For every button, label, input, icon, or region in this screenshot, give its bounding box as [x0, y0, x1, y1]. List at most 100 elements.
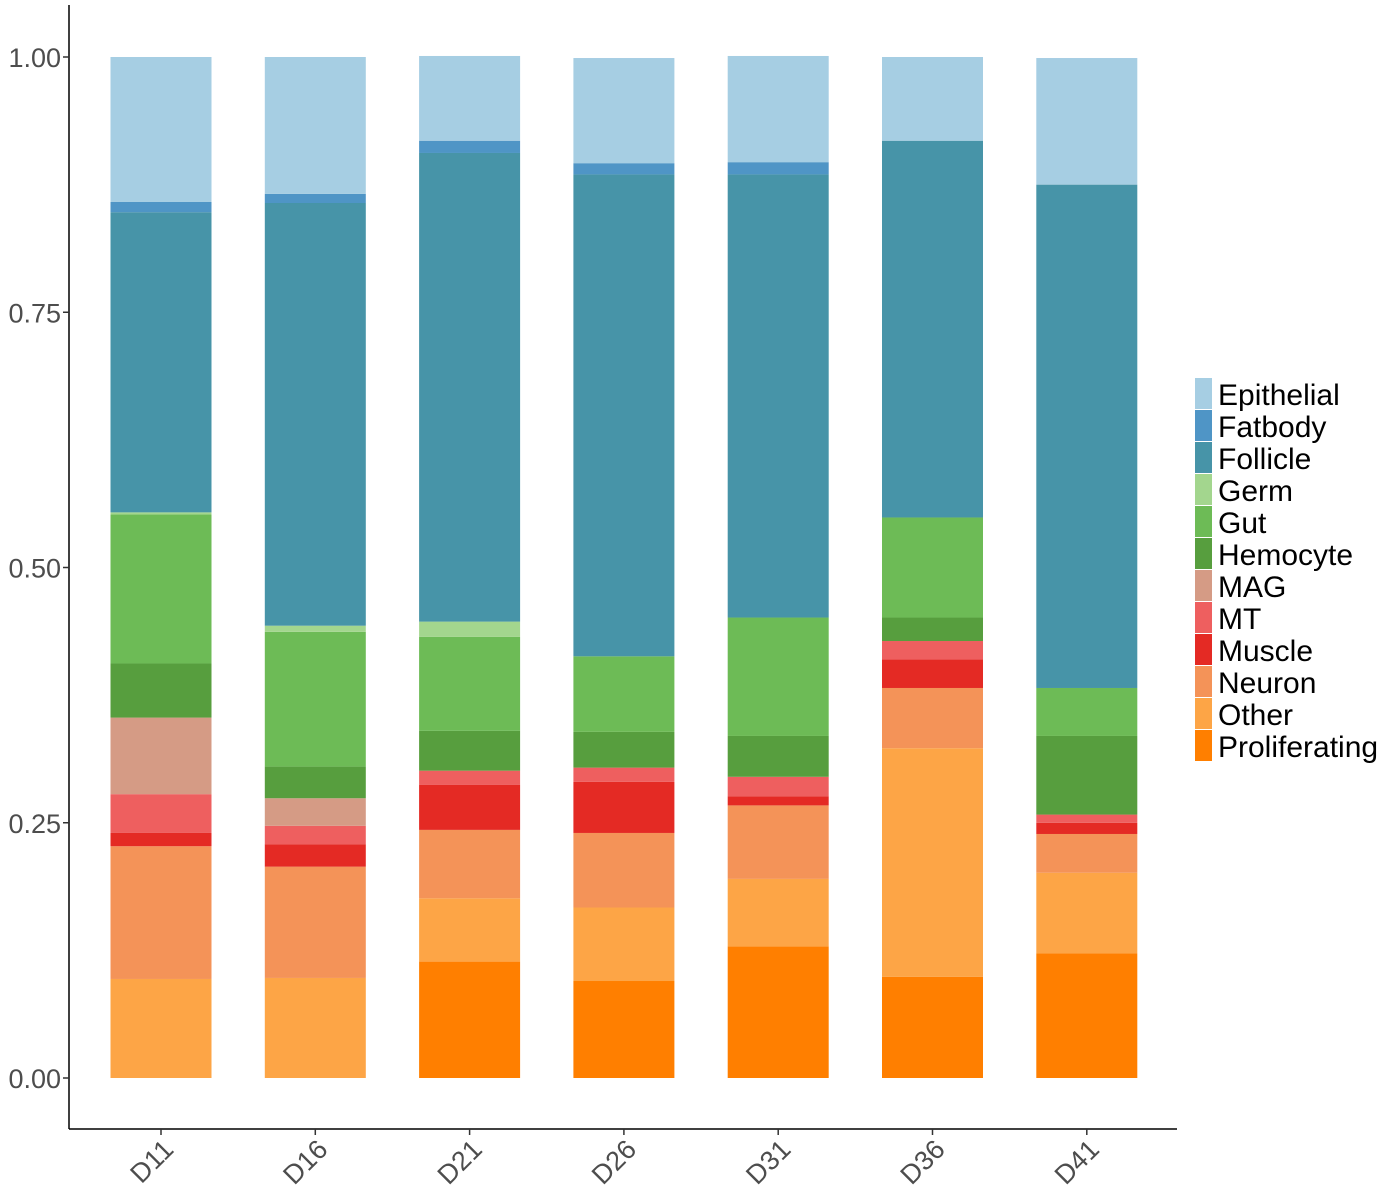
bar-group-d21	[419, 55, 521, 1078]
legend-label: MAG	[1218, 571, 1286, 604]
bar-segment-d36-neuron	[882, 687, 983, 749]
bar-segment-d36-muscle	[882, 659, 983, 688]
bar-group-d31	[727, 55, 829, 1078]
legend-item-follicle: Follicle	[1195, 442, 1311, 476]
legend-swatch	[1195, 634, 1212, 665]
bar-segment-d21-neuron	[419, 829, 521, 899]
legend-label: Fatbody	[1218, 411, 1326, 444]
bar-segment-d41-proliferating	[1036, 953, 1138, 1078]
bar-segment-d16-hemocyte	[264, 766, 366, 799]
bar-segment-d16-other	[264, 977, 366, 1078]
y-axis-ticks: 0.00 0.25 0.50 0.75 1.00	[8, 43, 69, 1094]
bar-segment-d26-follicle	[573, 174, 675, 657]
bar-segment-d11-gut	[110, 514, 212, 664]
bar-segment-d21-proliferating	[419, 961, 521, 1078]
legend-swatch	[1195, 474, 1212, 505]
bar-segment-d21-germ	[419, 621, 521, 637]
x-tick-label: D31	[740, 1134, 796, 1190]
legend-item-hemocyte: Hemocyte	[1195, 538, 1353, 572]
bar-segment-d36-epithelial	[882, 57, 983, 141]
bar-segment-d31-other	[727, 878, 829, 947]
legend-swatch	[1195, 378, 1212, 409]
bar-segment-d16-epithelial	[264, 57, 366, 194]
legend-item-germ: Germ	[1195, 474, 1293, 508]
y-tick-label: 0.25	[8, 809, 61, 839]
bar-segment-d41-epithelial	[1036, 58, 1138, 185]
bar-segment-d26-mt	[573, 767, 675, 782]
bar-segment-d41-follicle	[1036, 184, 1138, 688]
bar-segment-d36-follicle	[882, 140, 983, 518]
bar-segment-d31-proliferating	[727, 946, 829, 1078]
legend-item-fatbody: Fatbody	[1195, 410, 1326, 444]
x-axis-ticks: D11 D16 D21 D26 D31 D36 D41	[124, 1129, 1105, 1190]
legend-swatch	[1195, 698, 1212, 729]
bar-segment-d11-other	[110, 978, 212, 1078]
bar-group-d11	[110, 57, 212, 1078]
bar-segment-d41-mt	[1036, 814, 1138, 823]
bar-segment-d26-muscle	[573, 781, 675, 833]
legend-swatch	[1195, 442, 1212, 473]
bar-segment-d26-neuron	[573, 832, 675, 908]
bar-segment-d36-gut	[882, 517, 983, 618]
bar-segment-d16-fatbody	[264, 193, 366, 204]
legend-label: Hemocyte	[1218, 539, 1353, 572]
bar-segment-d41-other	[1036, 872, 1138, 954]
y-tick-label: 1.00	[8, 43, 61, 73]
bar-segment-d31-fatbody	[727, 162, 829, 175]
legend-swatch	[1195, 538, 1212, 569]
bar-segment-d31-epithelial	[727, 55, 829, 163]
bar-segment-d11-germ	[110, 512, 212, 515]
bar-segment-d21-other	[419, 898, 521, 962]
legend-swatch	[1195, 730, 1212, 761]
legend-swatch	[1195, 570, 1212, 601]
bar-segment-d11-follicle	[110, 212, 212, 513]
bar-segment-d11-muscle	[110, 832, 212, 847]
legend-item-mt: MT	[1195, 602, 1261, 636]
bar-segment-d11-neuron	[110, 846, 212, 979]
bar-segment-d21-hemocyte	[419, 730, 521, 771]
bar-segment-d36-hemocyte	[882, 617, 983, 642]
x-tick-label: D36	[895, 1134, 951, 1190]
legend-label: Gut	[1218, 507, 1267, 540]
bar-segment-d31-hemocyte	[727, 735, 829, 777]
bar-segment-d31-mt	[727, 776, 829, 797]
legend-label: Other	[1218, 699, 1293, 732]
bar-segment-d16-muscle	[264, 844, 366, 867]
bar-group-d41	[1036, 58, 1138, 1078]
legend-item-epithelial: Epithelial	[1195, 378, 1340, 412]
bar-segment-d11-hemocyte	[110, 663, 212, 718]
bar-segment-d41-muscle	[1036, 822, 1138, 834]
bar-group-d36	[882, 57, 983, 1078]
bar-segment-d16-mt	[264, 825, 366, 845]
legend-item-mag: MAG	[1195, 570, 1286, 604]
bar-segment-d16-follicle	[264, 203, 366, 626]
legend-label: Epithelial	[1218, 379, 1340, 412]
bar-segment-d26-epithelial	[573, 58, 675, 164]
bar-segment-d31-neuron	[727, 805, 829, 879]
bar-segment-d26-gut	[573, 656, 675, 732]
bar-segment-d21-gut	[419, 636, 521, 731]
bar-segment-d41-hemocyte	[1036, 735, 1138, 815]
bar-segment-d36-mt	[882, 641, 983, 660]
bar-segment-d36-other	[882, 748, 983, 977]
bar-segment-d36-proliferating	[882, 976, 983, 1078]
bar-segment-d26-proliferating	[573, 981, 675, 1078]
bar-segment-d16-neuron	[264, 866, 366, 978]
bar-segment-d26-fatbody	[573, 163, 675, 175]
x-tick-label: D11	[124, 1134, 179, 1189]
bar-segment-d41-gut	[1036, 687, 1138, 736]
bar-segment-d31-gut	[727, 617, 829, 736]
legend-label: Proliferating	[1218, 731, 1378, 764]
y-tick-label: 0.75	[8, 298, 61, 328]
bar-segment-d31-follicle	[727, 174, 829, 618]
legend-item-neuron: Neuron	[1195, 666, 1316, 700]
bar-segment-d26-hemocyte	[573, 731, 675, 768]
bar-segment-d21-mt	[419, 770, 521, 785]
x-tick-label: D16	[277, 1134, 333, 1190]
bar-segment-d41-neuron	[1036, 833, 1138, 873]
legend-label: MT	[1218, 603, 1261, 636]
bar-segment-d21-follicle	[419, 152, 521, 622]
legend-item-gut: Gut	[1195, 506, 1267, 540]
x-tick-label: D41	[1049, 1134, 1105, 1190]
bar-segment-d26-other	[573, 907, 675, 982]
